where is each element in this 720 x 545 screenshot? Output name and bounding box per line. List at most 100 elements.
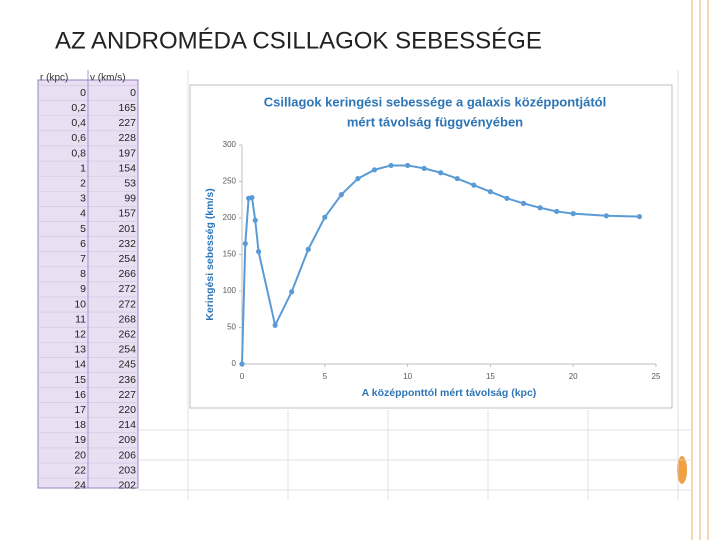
decor-dot (677, 456, 687, 484)
table-cell: 262 (118, 328, 136, 340)
x-tick-label: 15 (486, 372, 495, 381)
table-cell: 19 (74, 434, 86, 446)
chart-title: mért távolság függvényében (347, 114, 523, 129)
table-cell: 16 (74, 389, 86, 401)
table-cell: 8 (80, 268, 86, 280)
data-point (239, 361, 245, 367)
table-cell: 9 (80, 283, 86, 295)
table-cell: 1 (80, 162, 86, 174)
data-point (438, 170, 444, 176)
table-cell: 201 (118, 223, 136, 235)
table-cell: 11 (75, 313, 86, 325)
x-tick-label: 5 (323, 372, 328, 381)
x-axis-label: A középponttól mért távolság (kpc) (362, 387, 537, 399)
table-cell: 268 (118, 313, 136, 325)
table-cell: 232 (118, 238, 136, 250)
data-point (249, 194, 255, 201)
table-cell: 0 (80, 87, 86, 99)
table-cell: 220 (118, 404, 136, 416)
data-point (242, 240, 248, 247)
table-cell: 20 (74, 449, 86, 461)
table-cell: 197 (118, 147, 136, 159)
table-cell: 165 (118, 102, 136, 114)
table-cell: 206 (118, 449, 136, 461)
y-tick-label: 150 (223, 250, 237, 259)
table-cell: 157 (118, 208, 136, 220)
data-point (504, 195, 510, 201)
data-point (252, 217, 258, 223)
table-cell: 6 (80, 238, 86, 250)
data-point (388, 162, 394, 169)
table-cell: 3 (80, 193, 86, 205)
table-cell: 202 (118, 479, 136, 491)
table-cell: 53 (124, 177, 136, 189)
slide-title: AZ ANDROMÉDA CSILLAGOK SEBESSÉGE (55, 27, 542, 54)
table-cell: 0 (130, 87, 136, 99)
table-cell: 10 (74, 298, 86, 310)
x-tick-label: 25 (652, 372, 661, 381)
data-point (570, 211, 576, 217)
table-header: v (km/s) (90, 73, 126, 84)
table-cell: 12 (74, 328, 86, 340)
table-cell: 4 (80, 208, 86, 220)
data-point (421, 165, 427, 171)
y-tick-label: 300 (223, 140, 237, 149)
table-cell: 245 (118, 359, 136, 371)
data-point (520, 200, 527, 206)
data-point (487, 189, 493, 195)
table-cell: 0,4 (71, 117, 86, 129)
data-point (289, 289, 295, 295)
table-cell: 227 (118, 389, 136, 401)
x-tick-label: 10 (403, 372, 412, 381)
table-cell: 236 (118, 374, 136, 386)
chart-title: Csillagok keringési sebessége a galaxis … (264, 94, 606, 109)
chart: Csillagok keringési sebessége a galaxis … (204, 94, 661, 398)
table-cell: 209 (118, 434, 136, 446)
sheet-grid (138, 70, 690, 500)
data-point (371, 167, 378, 173)
table-cell: 99 (124, 193, 136, 205)
table-cell: 5 (80, 223, 86, 235)
table-cell: 272 (118, 298, 136, 310)
x-tick-label: 0 (240, 372, 245, 381)
y-tick-label: 200 (223, 213, 237, 222)
table-cell: 254 (118, 344, 136, 356)
table-cell: 154 (118, 162, 136, 174)
x-tick-label: 20 (569, 372, 578, 381)
y-tick-label: 0 (232, 359, 237, 368)
y-tick-label: 100 (223, 286, 237, 295)
table-cell: 228 (118, 132, 136, 144)
table-cell: 7 (80, 253, 86, 265)
data-point (322, 214, 328, 220)
table-cell: 24 (74, 479, 86, 491)
table-cell: 15 (74, 374, 86, 386)
table-cell: 14 (74, 359, 86, 371)
y-tick-label: 250 (223, 177, 237, 186)
table-cell: 266 (118, 268, 136, 280)
table-cell: 272 (118, 283, 136, 295)
data-point (537, 205, 543, 211)
chart-area (189, 84, 673, 409)
data-point (305, 246, 311, 252)
table-cell: 0,8 (71, 147, 86, 159)
table-cell: 203 (118, 464, 136, 476)
data-point (255, 248, 262, 255)
table-cell: 0,6 (71, 132, 86, 144)
data-point (471, 182, 477, 188)
table-cell: 2 (80, 177, 86, 189)
table-cell: 214 (118, 419, 136, 431)
table-cell: 0,2 (71, 102, 86, 114)
table-cell: 18 (74, 419, 86, 431)
table-cell: 13 (74, 344, 86, 356)
data-point (405, 162, 411, 169)
table-cell: 17 (74, 404, 86, 416)
y-axis-label: Keringési sebesség (km/s) (204, 188, 216, 320)
table-cell: 22 (74, 464, 86, 476)
table-cell: 227 (118, 117, 136, 129)
data-point (338, 192, 344, 198)
table-cell: 254 (118, 253, 136, 265)
data-point (272, 322, 278, 328)
data-point (554, 208, 560, 215)
